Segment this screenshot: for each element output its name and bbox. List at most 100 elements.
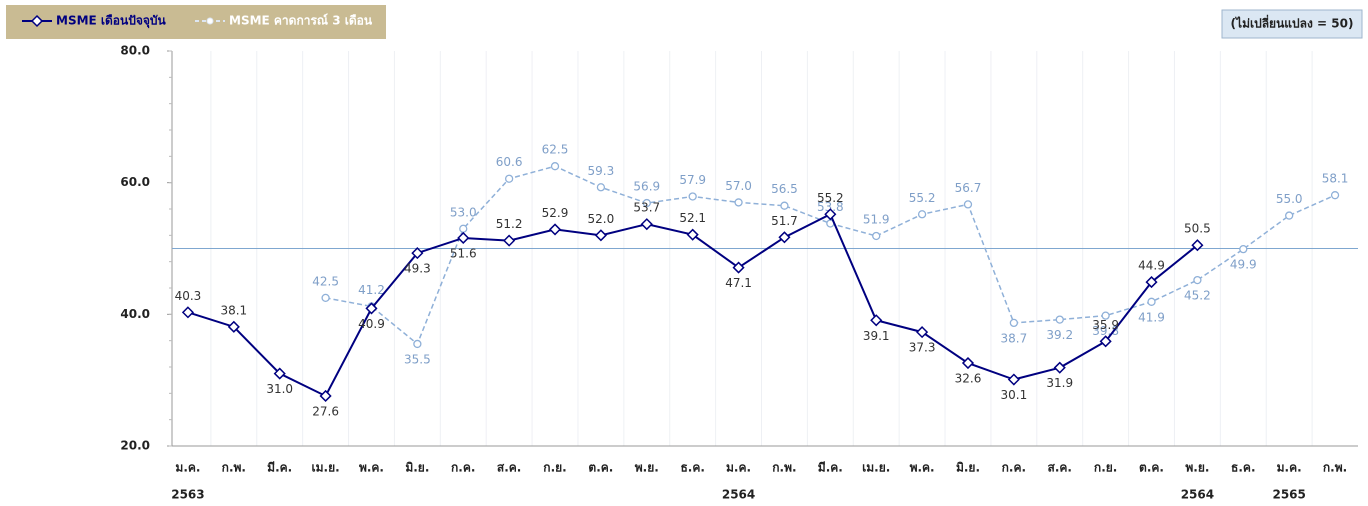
point <box>870 314 883 327</box>
point <box>963 200 973 209</box>
value-label: 37.3 <box>909 341 936 355</box>
x-tick-label: ก.พ. <box>772 461 796 475</box>
point <box>365 302 378 315</box>
value-label: 55.2 <box>909 191 936 205</box>
point <box>319 389 332 403</box>
point <box>1101 311 1110 320</box>
value-label: 39.2 <box>1046 328 1073 342</box>
point <box>181 306 195 319</box>
annotation: (ไม่เปลี่ยนแปลง = 50) <box>1231 15 1354 31</box>
point <box>1191 239 1204 252</box>
value-label: 32.6 <box>955 372 982 386</box>
value-label: 31.0 <box>266 382 293 396</box>
x-tick-label: เม.ย. <box>862 461 890 475</box>
legend-marker <box>206 17 214 25</box>
value-label: 58.1 <box>1322 172 1349 186</box>
x-tick-label: ต.ค. <box>588 461 613 475</box>
value-label: 40.3 <box>175 289 202 303</box>
x-tick-label: ส.ค. <box>497 461 521 475</box>
point <box>594 229 607 242</box>
point <box>1007 373 1020 386</box>
point <box>1009 318 1019 328</box>
x-tick-label: ส.ค. <box>1048 461 1072 475</box>
x-tick-label: เม.ย. <box>312 461 340 475</box>
value-label: 49.3 <box>404 262 431 276</box>
y-tick-label: 20.0 <box>120 439 150 453</box>
x-tick-label: ก.ย. <box>543 461 566 475</box>
value-label: 59.3 <box>588 164 615 178</box>
value-label: 35.5 <box>404 352 431 366</box>
value-label: 51.6 <box>450 246 477 260</box>
year-label: 2565 <box>1272 488 1305 502</box>
value-label: 52.1 <box>679 211 706 225</box>
x-tick-label: พ.ค. <box>910 461 935 475</box>
point <box>459 224 468 233</box>
point <box>686 228 699 241</box>
value-label: 56.5 <box>771 182 798 196</box>
value-label: 53.0 <box>450 205 477 219</box>
annotation-box <box>1221 9 1363 39</box>
value-label: 38.1 <box>220 303 247 317</box>
point <box>1099 335 1112 348</box>
point <box>872 231 881 241</box>
value-label: 44.9 <box>1138 259 1165 273</box>
value-label: 52.9 <box>542 206 569 220</box>
value-label: 41.9 <box>1138 310 1165 324</box>
point <box>961 356 975 370</box>
legend-marker <box>30 14 44 28</box>
value-label: 41.2 <box>358 283 385 297</box>
x-tick-label: ม.ค. <box>726 461 751 475</box>
x-tick-label: มี.ค. <box>818 461 843 475</box>
value-label: 56.7 <box>955 181 982 195</box>
value-label: 30.1 <box>1001 388 1028 402</box>
point <box>778 231 791 244</box>
series-line <box>187 212 1199 398</box>
x-tick-label: ก.พ. <box>1323 461 1347 475</box>
x-tick-label: ธ.ค. <box>680 461 704 475</box>
point <box>1053 361 1066 374</box>
value-label: 55.2 <box>817 191 844 205</box>
x-tick-label: ต.ค. <box>1139 461 1164 475</box>
point <box>824 208 837 221</box>
value-label: 51.2 <box>496 217 523 231</box>
legend-label: MSME เดือนปัจจุบัน <box>56 14 167 29</box>
value-label: 39.1 <box>863 329 890 343</box>
value-label: 53.8 <box>817 200 844 214</box>
x-tick-label: มี.ค. <box>267 461 292 475</box>
year-label: 2564 <box>1181 488 1214 502</box>
point <box>273 367 286 380</box>
point <box>1330 191 1340 200</box>
value-label: 57.9 <box>679 173 706 187</box>
y-tick-label: 80.0 <box>120 44 150 58</box>
x-tick-label: ธ.ค. <box>1231 461 1255 475</box>
x-tick-label: ม.ค. <box>1277 461 1302 475</box>
point <box>413 339 422 349</box>
x-tick-label: มิ.ย. <box>405 461 429 475</box>
point <box>457 231 470 245</box>
point <box>1285 211 1294 220</box>
value-label: 62.5 <box>542 143 569 157</box>
y-tick-label: 40.0 <box>120 307 150 321</box>
point <box>917 210 927 219</box>
value-label: 55.0 <box>1276 192 1303 206</box>
point <box>640 218 653 231</box>
value-label: 49.9 <box>1230 258 1257 272</box>
y-tick-label: 60.0 <box>120 175 150 189</box>
point <box>321 293 330 303</box>
value-label: 53.7 <box>633 201 660 215</box>
point <box>734 198 743 207</box>
point <box>503 234 516 247</box>
value-label: 38.7 <box>1001 331 1028 345</box>
x-tick-label: ก.ค. <box>451 461 475 475</box>
point <box>596 183 606 192</box>
point <box>780 201 789 210</box>
point <box>411 247 424 260</box>
point <box>732 261 745 274</box>
value-label: 45.2 <box>1184 289 1211 303</box>
point <box>550 162 560 171</box>
value-label: 51.9 <box>863 212 890 226</box>
value-label: 56.9 <box>633 180 660 194</box>
point <box>227 320 240 333</box>
value-label: 35.9 <box>1092 318 1119 332</box>
